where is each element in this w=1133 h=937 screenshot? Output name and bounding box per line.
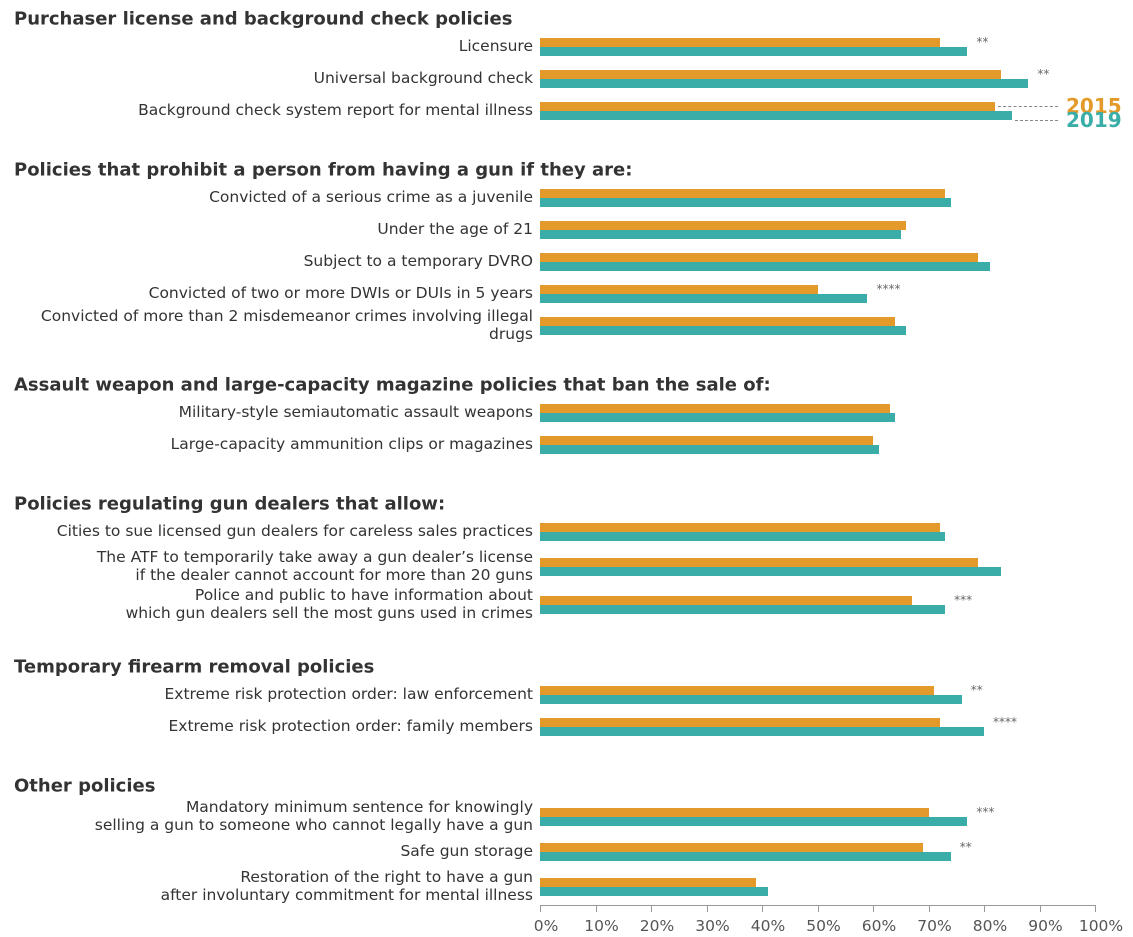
bar (540, 38, 940, 47)
bar (540, 852, 951, 861)
significance: ** (970, 683, 983, 697)
significance: ** (976, 35, 989, 49)
bar (540, 189, 946, 198)
bar (540, 198, 951, 207)
bar (540, 532, 946, 541)
x-tick-mark (762, 905, 763, 912)
bar (540, 262, 990, 271)
x-tick-mark (1095, 905, 1096, 912)
bar (540, 79, 1029, 88)
bar (540, 843, 923, 852)
category-label: Large-capacity ammunition clips or magaz… (170, 435, 533, 453)
x-tick-mark (1039, 905, 1041, 912)
x-tick-mark (651, 905, 652, 912)
x-tick-mark (540, 905, 541, 912)
x-tick-mark (984, 905, 985, 912)
section-title: Policies regulating gun dealers that all… (14, 493, 446, 515)
bar (540, 102, 996, 111)
x-tick-label: 90% (1028, 917, 1063, 935)
x-tick-mark (873, 905, 874, 912)
bar (540, 413, 896, 422)
category-label: Military-style semiautomatic assault wea… (178, 403, 533, 421)
legend-leader (1014, 120, 1058, 121)
bar (540, 567, 1001, 576)
section-title: Assault weapon and large-capacity magazi… (14, 374, 771, 396)
bar (540, 596, 912, 605)
bar (540, 558, 979, 567)
category-label: Universal background check (313, 69, 533, 87)
category-label: The ATF to temporarily take away a gun d… (96, 548, 533, 584)
bar (540, 718, 940, 727)
x-tick-mark (595, 905, 597, 912)
category-label: Extreme risk protection order: law enfor… (164, 685, 533, 703)
category-label: Mandatory minimum sentence for knowingly… (94, 798, 533, 834)
bar (540, 523, 940, 532)
bar (540, 817, 968, 826)
bar (540, 326, 907, 335)
bar (540, 445, 879, 454)
category-label: Extreme risk protection order: family me… (168, 717, 533, 735)
bar (540, 727, 984, 736)
category-label: Under the age of 21 (377, 220, 533, 238)
legend-label: 2019 (1066, 108, 1122, 132)
bar (540, 436, 873, 445)
x-tick-mark (817, 905, 819, 912)
bar (540, 253, 979, 262)
section-title: Other policies (14, 775, 156, 797)
bar (540, 878, 757, 887)
x-tick-label: 20% (639, 917, 675, 935)
significance: **** (876, 282, 901, 296)
significance: *** (976, 805, 995, 819)
category-label: Background check system report for menta… (138, 101, 533, 119)
bar (540, 111, 1012, 120)
significance: **** (993, 715, 1017, 729)
bar (540, 47, 968, 56)
bar (540, 887, 768, 896)
category-label: Restoration of the right to have a gun a… (160, 868, 533, 904)
bar (540, 404, 890, 413)
category-label: Convicted of more than 2 misdemeanor cri… (40, 307, 533, 343)
bar (540, 70, 1001, 79)
section-title: Policies that prohibit a person from hav… (14, 159, 633, 181)
bar (540, 695, 962, 704)
x-tick-label: 60% (861, 917, 897, 935)
bar (540, 294, 868, 303)
x-tick-label: 40% (750, 917, 786, 935)
section-title: Purchaser license and background check p… (14, 8, 513, 30)
category-label: Convicted of a serious crime as a juveni… (209, 188, 533, 206)
x-tick-label: 70% (917, 917, 952, 935)
legend-leader (998, 106, 1058, 107)
bar (540, 808, 929, 817)
significance: ** (959, 840, 972, 854)
section-title: Temporary firearm removal policies (14, 656, 375, 678)
category-label: Police and public to have information ab… (125, 586, 533, 622)
x-tick-mark (928, 905, 930, 912)
bar (540, 230, 901, 239)
bar (540, 686, 935, 695)
significance: ** (1037, 67, 1050, 81)
bar (540, 317, 896, 326)
bar (540, 605, 946, 614)
category-label: Convicted of two or more DWIs or DUIs in… (148, 284, 533, 302)
category-label: Subject to a temporary DVRO (303, 252, 533, 270)
bar (540, 285, 818, 294)
x-tick-label: 30% (695, 917, 730, 935)
x-tick-label: 100% (1078, 917, 1124, 935)
x-tick-mark (706, 905, 708, 912)
category-label: Safe gun storage (400, 842, 533, 860)
x-tick-label: 0% (533, 917, 559, 935)
x-tick-label: 80% (972, 917, 1008, 935)
legend-label: 2015 (1066, 94, 1122, 118)
x-tick-label: 50% (806, 917, 841, 935)
category-label: Cities to sue licensed gun dealers for c… (56, 522, 533, 540)
bar (540, 221, 907, 230)
significance: *** (954, 593, 973, 607)
category-label: Licensure (458, 37, 533, 55)
x-tick-label: 10% (584, 917, 619, 935)
